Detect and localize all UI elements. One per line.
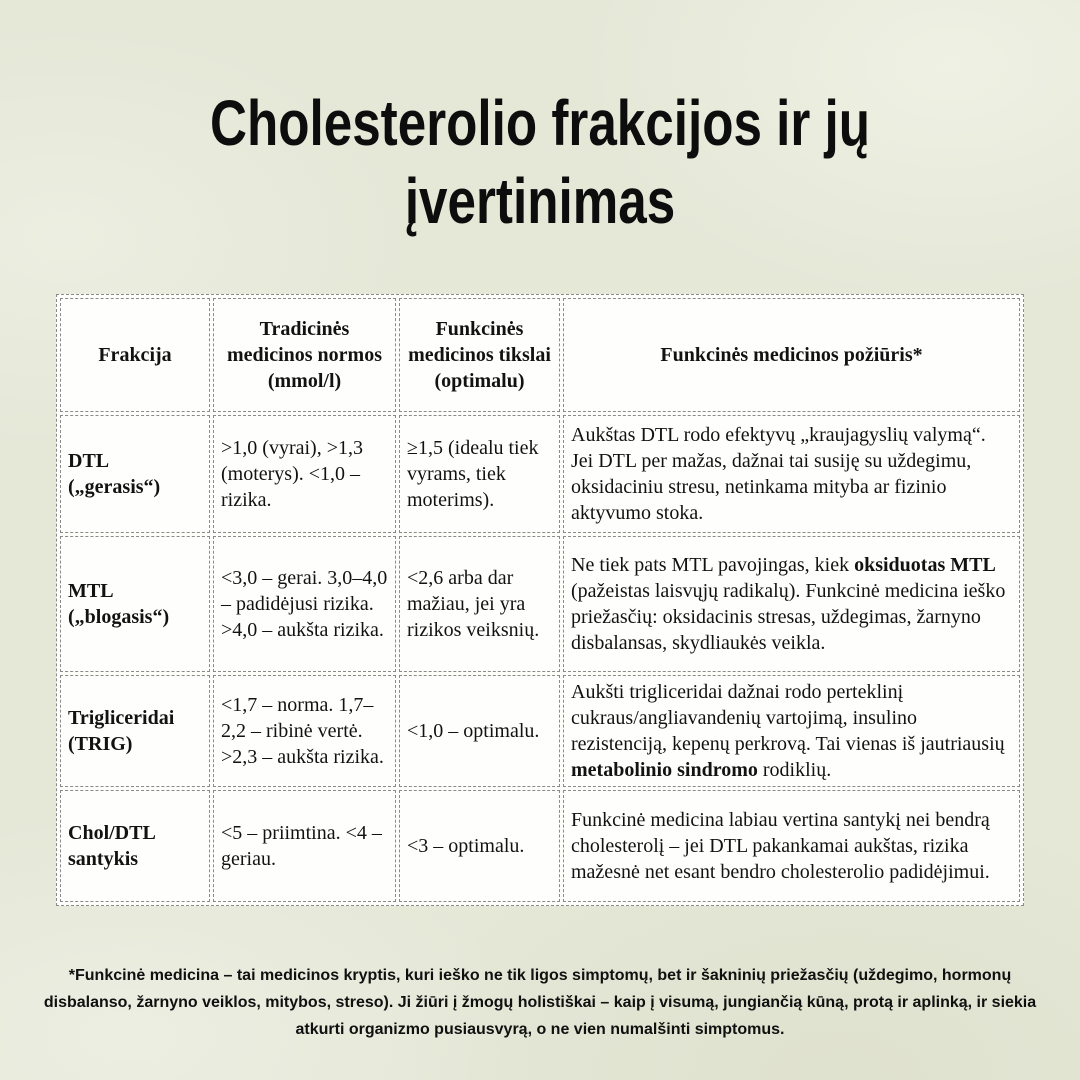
- cell-functional-goal: ≥1,5 (idealu tiek vyrams, tiek moterims)…: [399, 415, 560, 533]
- cell-fraction: DTL („gerasis“): [60, 415, 210, 533]
- table-row-dtl: DTL („gerasis“) >1,0 (vyrai), >1,3 (mote…: [60, 415, 1020, 533]
- cell-traditional-norms: <5 – priimtina. <4 – geriau.: [213, 790, 396, 902]
- table-row-chol-dtl: Chol/DTL santykis <5 – priimtina. <4 – g…: [60, 790, 1020, 902]
- cell-traditional-norms: >1,0 (vyrai), >1,3 (moterys). <1,0 – riz…: [213, 415, 396, 533]
- cell-functional-view: Ne tiek pats MTL pavojingas, kiek oksidu…: [563, 536, 1020, 672]
- cell-functional-view: Aukšti trigliceridai dažnai rodo pertekl…: [563, 675, 1020, 787]
- footnote: *Funkcinė medicina – tai medicinos krypt…: [43, 967, 1037, 1038]
- page-title-line-2: įvertinimas: [404, 165, 676, 237]
- cell-functional-view: Funkcinė medicina labiau vertina santykį…: [563, 790, 1020, 902]
- header-cell-functional-view: Funkcinės medicinos požiūris*: [563, 298, 1020, 412]
- cell-functional-goal: <1,0 – optimalu.: [399, 675, 560, 787]
- page-title: Cholesterolio frakcijos ir jų įvertinima…: [108, 84, 972, 240]
- table-row-mtl: MTL („blogasis“) <3,0 – gerai. 3,0–4,0 –…: [60, 536, 1020, 672]
- table-row-trig: Trigliceridai (TRIG) <1,7 – norma. 1,7–2…: [60, 675, 1020, 787]
- cholesterol-table: Frakcija Tradicinės medicinos normos (mm…: [56, 294, 1024, 906]
- cell-traditional-norms: <3,0 – gerai. 3,0–4,0 – padidėjusi rizik…: [213, 536, 396, 672]
- table-header-row: Frakcija Tradicinės medicinos normos (mm…: [60, 298, 1020, 412]
- header-cell-traditional-norms: Tradicinės medicinos normos (mmol/l): [213, 298, 396, 412]
- cell-fraction: Trigliceridai (TRIG): [60, 675, 210, 787]
- cell-functional-goal: <2,6 arba dar mažiau, jei yra rizikos ve…: [399, 536, 560, 672]
- cell-functional-view: Aukštas DTL rodo efektyvų „kraujagyslių …: [563, 415, 1020, 533]
- cell-fraction: Chol/DTL santykis: [60, 790, 210, 902]
- cell-traditional-norms: <1,7 – norma. 1,7–2,2 – ribinė vertė. >2…: [213, 675, 396, 787]
- header-cell-fraction: Frakcija: [60, 298, 210, 412]
- cholesterol-table-container: Frakcija Tradicinės medicinos normos (mm…: [56, 294, 1024, 906]
- page-title-line-1: Cholesterolio frakcijos ir jų: [209, 87, 871, 159]
- cell-fraction: MTL („blogasis“): [60, 536, 210, 672]
- header-cell-functional-goals: Funkcinės medicinos tikslai (optimalu): [399, 298, 560, 412]
- cell-functional-goal: <3 – optimalu.: [399, 790, 560, 902]
